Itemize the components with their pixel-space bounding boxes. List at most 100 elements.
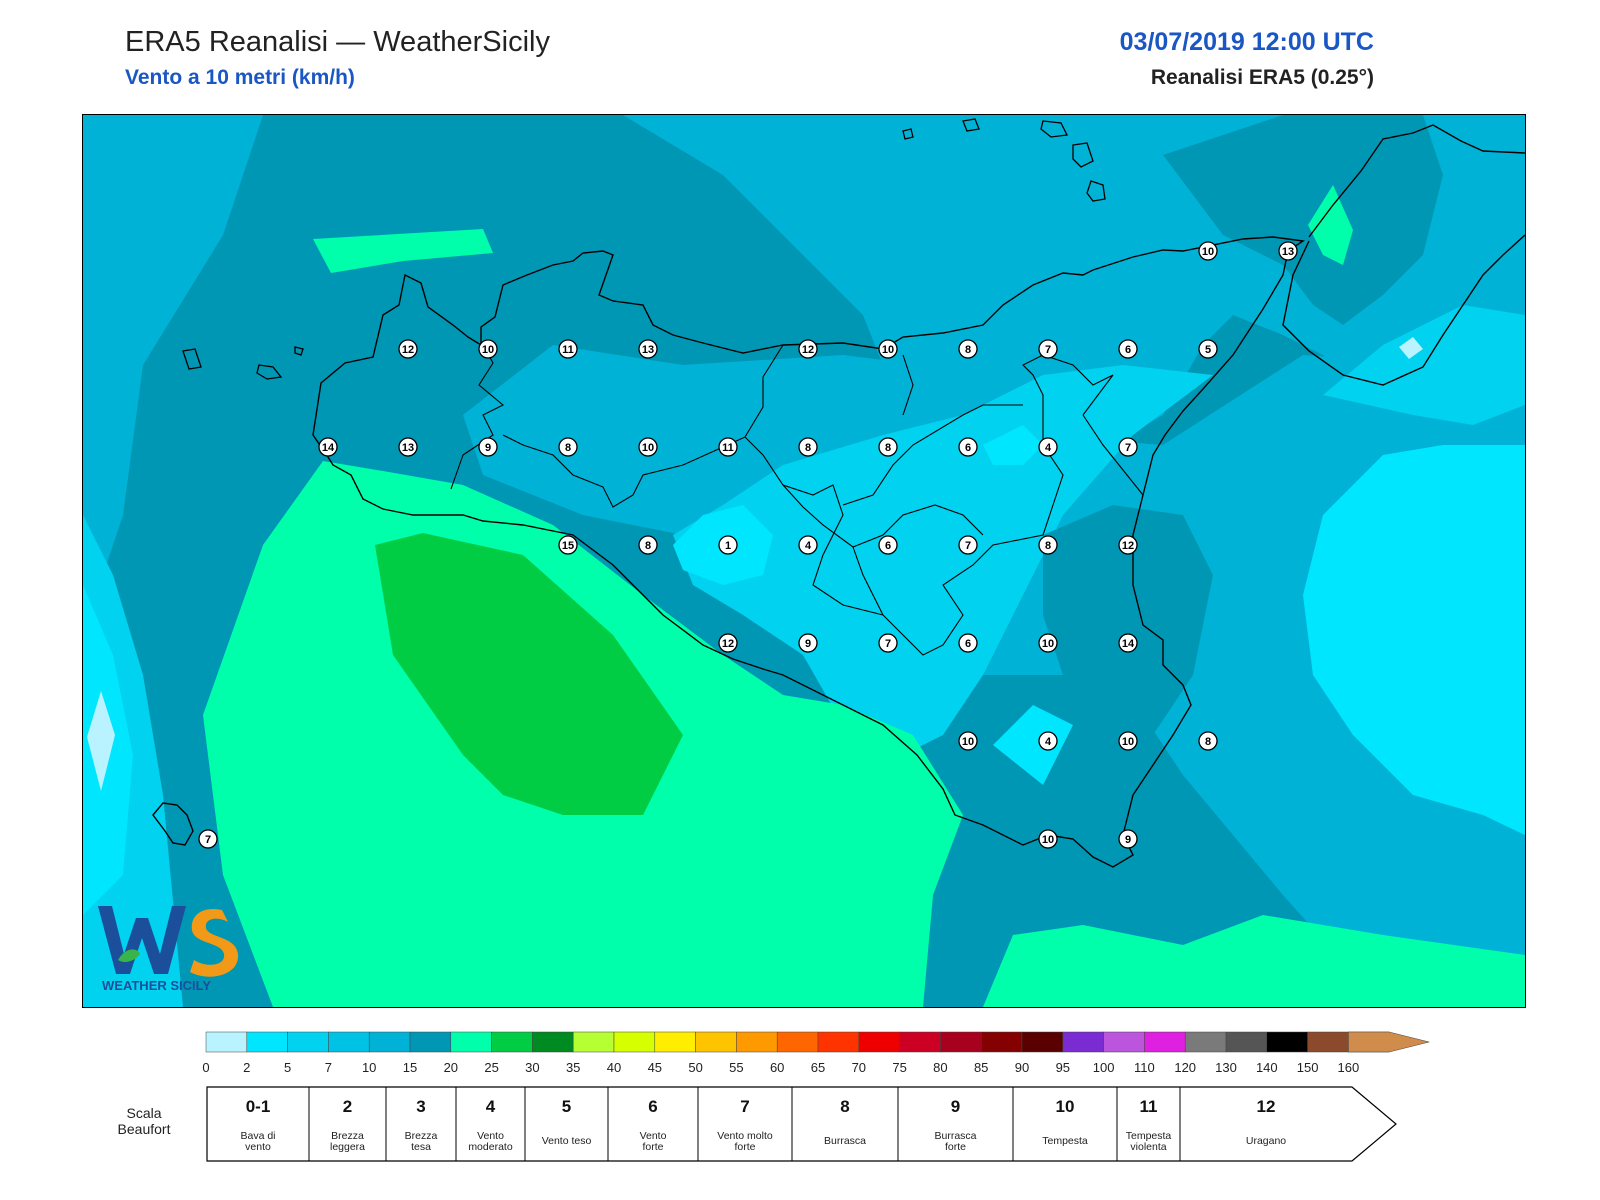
island-egadi	[182, 346, 304, 380]
colorbar-tick-label: 80	[933, 1060, 947, 1075]
station-circle	[1038, 437, 1058, 457]
contour-east-dark	[1163, 115, 1443, 325]
station-value: 11	[562, 344, 574, 356]
contour-15-20-tyrrhenian-ne	[1308, 185, 1353, 265]
station-circle	[1118, 829, 1138, 849]
beaufort-number: 6	[648, 1097, 657, 1116]
station-marker: 10	[1198, 241, 1218, 261]
station-marker: 7	[958, 535, 978, 555]
colorbar-tick-label: 20	[444, 1060, 458, 1075]
colorbar-swatch	[736, 1031, 778, 1053]
colorbar-tick-label: 100	[1093, 1060, 1115, 1075]
beaufort-label-line1: Bava di	[240, 1130, 275, 1142]
colorbar-tick-label: 40	[607, 1060, 621, 1075]
station-value: 14	[1122, 638, 1135, 650]
contour-pale-east	[1399, 337, 1423, 359]
station-value: 12	[402, 344, 414, 356]
colorbar-tick-label: 75	[892, 1060, 906, 1075]
beaufort-label-line2: tesa	[411, 1141, 431, 1153]
station-marker: 8	[558, 437, 578, 457]
station-circle	[1198, 339, 1218, 359]
colorbar-tick-label: 45	[648, 1060, 662, 1075]
station-circle	[1118, 535, 1138, 555]
station-marker: 10	[958, 731, 978, 751]
station-marker: 11	[558, 339, 578, 359]
map-dataset: Reanalisi ERA5 (0.25°)	[1150, 66, 1374, 89]
beaufort-scale: Scala Beaufort 0-1 Bava di vento 2 Brezza leg…	[0, 1085, 1600, 1170]
station-value: 6	[1125, 344, 1131, 356]
station-value: 1	[725, 540, 731, 552]
station-value: 10	[1042, 834, 1054, 846]
station-marker: 10	[638, 437, 658, 457]
beaufort-class: 10 Tempesta	[1012, 1087, 1088, 1161]
station-value: 13	[402, 442, 414, 454]
station-marker: 13	[1278, 241, 1298, 261]
station-marker: 4	[1038, 731, 1058, 751]
station-marker: 12	[398, 339, 418, 359]
station-marker: 6	[1118, 339, 1138, 359]
station-circle	[958, 633, 978, 653]
colorbar-swatch	[1184, 1031, 1227, 1053]
station-circle	[638, 437, 658, 457]
station-circle	[318, 437, 338, 457]
colorbar-tick-label: 65	[811, 1060, 825, 1075]
sicily-coastline	[312, 236, 1305, 868]
station-marker: 6	[958, 633, 978, 653]
station-marker: 1	[718, 535, 738, 555]
station-marker: 5	[1198, 339, 1218, 359]
colorbar-tick-label: 95	[1056, 1060, 1070, 1075]
station-circle	[478, 339, 498, 359]
station-circle	[958, 339, 978, 359]
colorbar-swatch	[1266, 1031, 1308, 1053]
beaufort-number: 9	[951, 1097, 960, 1116]
station-value: 14	[322, 442, 335, 454]
station-marker: 11	[718, 437, 738, 457]
station-marker: 9	[1118, 829, 1138, 849]
station-marker: 10	[878, 339, 898, 359]
contour-20-25-south	[375, 533, 683, 815]
colorbar-tick-label: 85	[974, 1060, 988, 1075]
colorbar-swatch	[1021, 1031, 1064, 1053]
colorbar-tick-label: 70	[852, 1060, 866, 1075]
map-subtitle: Vento a 10 metri (km/h)	[125, 66, 355, 89]
colorbar-swatch	[940, 1031, 982, 1053]
station-marker: 8	[1198, 731, 1218, 751]
colorbar-tick-label: 30	[525, 1060, 539, 1075]
station-circle	[1118, 633, 1138, 653]
station-circle	[798, 535, 818, 555]
station-value: 8	[1045, 540, 1051, 552]
station-marker: 10	[1038, 633, 1058, 653]
station-circle	[1118, 437, 1138, 457]
beaufort-label-line1: Vento	[640, 1130, 667, 1142]
beaufort-label-line2: forte	[642, 1141, 663, 1153]
calabria-coastline	[1282, 124, 1525, 386]
colorbar-swatch	[1103, 1031, 1145, 1053]
station-marker: 9	[798, 633, 818, 653]
station-value: 8	[1205, 736, 1211, 748]
colorbar-swatch	[491, 1031, 533, 1053]
station-circle	[1198, 731, 1218, 751]
logo-w-shape	[98, 906, 186, 974]
colorbar-swatch	[368, 1031, 411, 1053]
logo-wordmark: WEATHER SICILY	[102, 978, 211, 993]
beaufort-number: 12	[1257, 1097, 1276, 1116]
station-value: 4	[1045, 736, 1052, 748]
colorbar-swatch	[1144, 1031, 1186, 1053]
station-circle	[558, 535, 578, 555]
colorbar-swatch	[654, 1031, 696, 1053]
station-value: 7	[1125, 442, 1131, 454]
colorbar-swatch	[287, 1031, 329, 1053]
colorbar-tick-label: 10	[362, 1060, 376, 1075]
beaufort-number: 8	[840, 1097, 849, 1116]
station-circle	[878, 339, 898, 359]
station-circle	[718, 633, 738, 653]
colorbar-tick-label: 7	[325, 1060, 332, 1075]
colorbar-tick-label: 160	[1338, 1060, 1360, 1075]
station-marker: 13	[638, 339, 658, 359]
station-value: 4	[1045, 442, 1052, 454]
colorbar-tick-label: 130	[1215, 1060, 1237, 1075]
beaufort-label-line2: leggera	[330, 1141, 365, 1153]
